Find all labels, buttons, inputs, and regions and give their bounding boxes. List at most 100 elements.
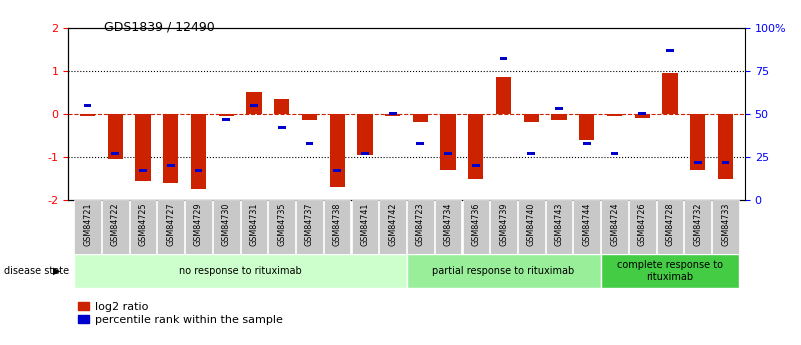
Bar (167, 164, 175, 167)
Text: partial response to rituximab: partial response to rituximab (433, 266, 575, 276)
Bar (601, 254, 739, 288)
Bar (662, 73, 678, 114)
Bar (555, 107, 563, 110)
Bar (74, 254, 406, 288)
Bar (685, 200, 711, 254)
Bar (250, 104, 258, 107)
Text: GSM84731: GSM84731 (249, 203, 259, 246)
Bar (583, 142, 590, 145)
Text: disease state: disease state (4, 266, 69, 276)
Bar (666, 49, 674, 51)
Text: GSM84732: GSM84732 (694, 203, 702, 246)
Bar (574, 200, 600, 254)
Bar (579, 114, 594, 140)
Bar (445, 152, 452, 155)
Bar (417, 142, 425, 145)
Text: GSM84743: GSM84743 (554, 203, 564, 246)
Bar (407, 200, 433, 254)
Bar (324, 200, 351, 254)
Bar (462, 200, 489, 254)
Text: GSM84737: GSM84737 (305, 203, 314, 246)
Text: GSM84721: GSM84721 (83, 203, 92, 246)
Bar (278, 126, 286, 129)
Text: GSM84741: GSM84741 (360, 203, 369, 246)
Bar (223, 118, 230, 120)
Bar (638, 112, 646, 115)
Bar (694, 161, 702, 164)
Bar (657, 200, 683, 254)
Bar (329, 114, 344, 187)
Text: GSM84739: GSM84739 (499, 203, 508, 246)
Bar (527, 152, 535, 155)
Bar (718, 114, 733, 179)
Bar (240, 200, 268, 254)
Text: no response to rituximab: no response to rituximab (179, 266, 301, 276)
Text: GSM84725: GSM84725 (139, 203, 147, 246)
Bar (406, 254, 601, 288)
Text: GSM84736: GSM84736 (471, 203, 481, 246)
Bar (629, 200, 655, 254)
Bar (361, 152, 368, 155)
Bar (690, 114, 706, 170)
Bar (158, 200, 184, 254)
Bar (551, 114, 566, 120)
Bar (219, 114, 234, 116)
Bar (80, 114, 95, 116)
Text: GSM84744: GSM84744 (582, 203, 591, 246)
Legend: log2 ratio, percentile rank within the sample: log2 ratio, percentile rank within the s… (74, 297, 287, 329)
Text: GSM84738: GSM84738 (332, 203, 342, 246)
Bar (380, 200, 406, 254)
Bar (413, 114, 428, 122)
Text: GSM84727: GSM84727 (167, 203, 175, 246)
Bar (352, 200, 378, 254)
Bar (247, 92, 262, 114)
Bar (83, 104, 91, 107)
Bar (435, 200, 461, 254)
Bar (610, 152, 618, 155)
Text: GSM84722: GSM84722 (111, 203, 119, 246)
Bar (163, 114, 179, 183)
Text: GSM84729: GSM84729 (194, 203, 203, 246)
Text: GDS1839 / 12490: GDS1839 / 12490 (104, 21, 215, 34)
Bar (469, 114, 484, 179)
Bar (191, 114, 206, 189)
Bar (333, 169, 341, 172)
Bar (712, 200, 739, 254)
Text: GSM84730: GSM84730 (222, 203, 231, 246)
Text: GSM84726: GSM84726 (638, 203, 646, 246)
Bar (634, 114, 650, 118)
Text: GSM84724: GSM84724 (610, 203, 619, 246)
Bar (496, 77, 511, 114)
Bar (135, 114, 151, 181)
Text: GSM84742: GSM84742 (388, 203, 397, 246)
Bar (302, 114, 317, 120)
Bar (185, 200, 211, 254)
Bar (722, 161, 730, 164)
Text: GSM84723: GSM84723 (416, 203, 425, 246)
Text: GSM84733: GSM84733 (721, 203, 730, 246)
Text: GSM84740: GSM84740 (527, 203, 536, 246)
Bar (500, 57, 508, 60)
Bar (102, 200, 128, 254)
Bar (195, 169, 203, 172)
Bar (490, 200, 517, 254)
Bar (268, 200, 295, 254)
Bar (74, 200, 101, 254)
Bar (305, 142, 313, 145)
Bar (107, 114, 123, 159)
Text: ▶: ▶ (53, 266, 60, 276)
Bar (441, 114, 456, 170)
Bar (385, 114, 400, 116)
Bar (602, 200, 628, 254)
Bar (524, 114, 539, 122)
Bar (357, 114, 372, 155)
Text: GSM84734: GSM84734 (444, 203, 453, 246)
Bar (545, 200, 573, 254)
Bar (274, 99, 289, 114)
Bar (472, 164, 480, 167)
Text: GSM84728: GSM84728 (666, 203, 674, 246)
Bar (139, 169, 147, 172)
Bar (213, 200, 239, 254)
Bar (111, 152, 119, 155)
Bar (130, 200, 156, 254)
